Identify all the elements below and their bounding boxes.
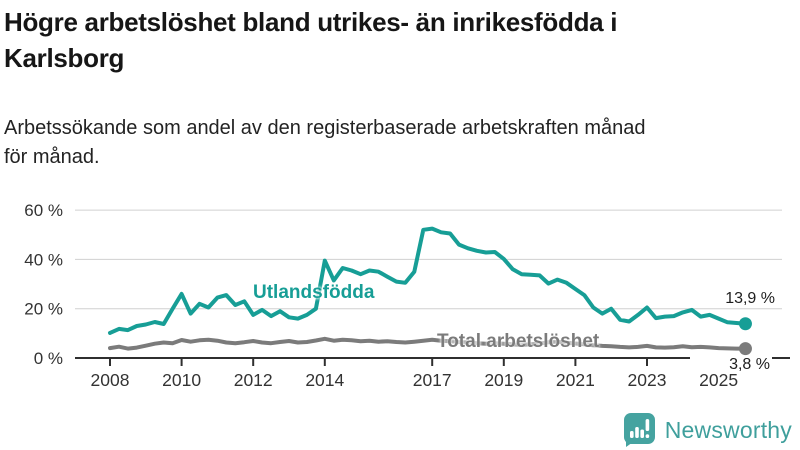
newsworthy-logo-icon [623,413,655,447]
page-title-line1: Högre arbetslöshet bland utrikes- än inr… [4,7,618,37]
series-label-total-arbetsloshet: Total arbetslöshet [437,331,600,352]
y-tick-label: 60 % [24,201,63,220]
y-tick-label: 20 % [24,300,63,319]
end-value-label-utlandsfodda: 13,9 % [725,290,775,307]
x-tick-label: 2010 [162,370,201,390]
x-tick-label: 2023 [628,370,667,390]
series-label-utlandsfodda: Utlandsfödda [253,282,375,303]
y-tick-label: 0 % [34,349,63,368]
page-title-line2: Karlsborg [4,43,125,73]
x-tick-label: 2014 [305,370,344,390]
x-tick-label: 2008 [91,370,130,390]
series-line-0 [108,226,748,335]
series-end-dot-1 [738,342,752,356]
y-tick-label: 40 % [24,250,63,269]
page-subtitle: Arbetssökande som andel av den registerb… [4,114,798,172]
newsworthy-footer: Newsworthy [622,410,792,450]
x-tick-label: 2021 [556,370,595,390]
end-value-label-total: 3,8 % [690,356,772,374]
x-tick-label: 2019 [484,370,523,390]
x-tick-label: 2017 [413,370,452,390]
series-line-1 [108,336,748,351]
page-title: Högre arbetslöshet bland utrikes- än inr… [4,4,798,76]
x-tick-label: 2012 [234,370,273,390]
page-subtitle-line2: för månad. [4,146,100,168]
series-end-dot-0 [738,317,752,331]
page-subtitle-line1: Arbetssökande som andel av den registerb… [4,117,646,139]
newsworthy-brand-text: Newsworthy [664,416,792,443]
x-tick-label: 2025 [699,370,738,390]
